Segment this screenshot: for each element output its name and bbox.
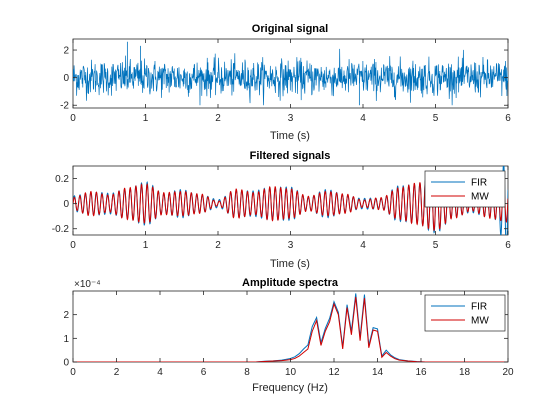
x-tick-label: 2 [215,113,221,124]
y-tick-label: -2 [60,101,69,112]
legend: FIR MW [424,294,506,332]
legend-label-mw: MW [471,192,489,203]
x-tick-label: 6 [201,367,207,378]
y-tick-label: 0 [63,358,69,369]
x-tick-label: 4 [360,113,366,124]
x-tick-label: 12 [328,367,340,378]
legend: FIR MW [424,170,506,208]
x-tick-label: 18 [459,367,471,378]
x-tick-label: 0 [70,240,76,251]
x-tick-label: 4 [157,367,163,378]
x-tick-label: 14 [372,367,384,378]
x-tick-label: 1 [143,113,149,124]
series-line-original [73,48,508,106]
plot-lines [73,293,508,362]
x-tick-label: 3 [288,240,294,251]
plot-lines [73,41,508,106]
chart-title: Amplitude spectra [242,277,339,289]
y-tick-label: -0.2 [52,224,70,235]
x-tick-label: 20 [502,367,514,378]
x-tick-label: 0 [70,367,76,378]
chart-title: Original signal [252,23,328,35]
y-tick-label: 0.2 [55,174,69,185]
x-tick-label: 1 [143,240,149,251]
x-tick-label: 2 [215,240,221,251]
x-tick-label: 8 [244,367,250,378]
y-tick-label: 0 [63,199,69,210]
filtered-signals-axes: Filtered signals Time (s) 0 1 2 3 4 5 6-0.200.… [52,150,511,270]
x-tick-label: 10 [285,367,297,378]
x-tick-label: 5 [433,240,439,251]
amplitude-spectra-axes: Amplitude spectra Frequency (Hz) ×10⁻⁴ 0… [63,277,514,394]
x-axis-label: Time (s) [270,130,310,142]
y-exponent-label: ×10⁻⁴ [74,279,101,290]
x-tick-label: 6 [505,113,511,124]
legend-box [424,294,506,332]
x-tick-label: 3 [288,113,294,124]
legend-box [424,170,506,208]
x-tick-label: 2 [114,367,120,378]
y-tick-label: 2 [63,310,69,321]
x-tick-label: 16 [415,367,427,378]
x-tick-label: 5 [433,113,439,124]
y-tick-label: 2 [63,46,69,57]
y-tick-label: 0 [63,73,69,84]
chart-title: Filtered signals [250,150,331,162]
legend-label-fir: FIR [471,178,487,189]
y-tick-label: 1 [63,334,69,345]
legend-label-mw: MW [471,316,489,327]
x-axis-label: Frequency (Hz) [252,382,328,394]
series-line-mw [73,296,508,362]
x-tick-label: 6 [505,240,511,251]
x-axis-label: Time (s) [270,258,310,270]
x-tick-label: 4 [360,240,366,251]
original-signal-axes: Original signal Time (s) 0 1 2 3 4 5 6-202 [60,23,511,142]
x-tick-label: 0 [70,113,76,124]
legend-label-fir: FIR [471,302,487,313]
